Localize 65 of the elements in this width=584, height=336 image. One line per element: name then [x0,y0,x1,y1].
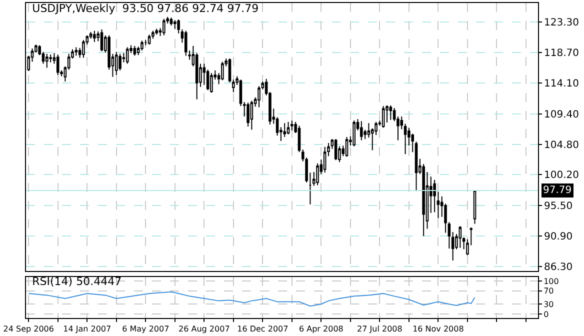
candlestick [239,79,242,106]
candlestick [290,120,294,131]
candlestick [170,17,173,26]
y-tick-label: 123.30 [544,18,579,29]
candlestick [184,30,188,56]
candlestick [162,18,166,36]
candlestick [389,104,392,120]
chart-title: USDJPY,Weekly 93.50 97.86 92.74 97.79 [32,2,259,16]
candlestick [414,141,418,192]
candlestick [334,138,338,161]
x-tick-label: 26 Aug 2007 [178,324,230,334]
candlestick [46,53,48,68]
y-tick-label: 70 [544,286,554,296]
candlestick [404,123,407,155]
candlestick [323,146,326,174]
candlestick [174,20,176,30]
ref-line-label: 97.79 [543,185,572,196]
y-tick-label: 118.70 [544,48,579,60]
y-tick-label: 0 [544,310,549,319]
y-tick-label: 100.20 [544,170,579,182]
candlestick [451,232,454,261]
candlestick [246,102,250,127]
candlestick [140,40,144,52]
y-tick-label: 100 [544,276,559,286]
candlestick [382,105,385,128]
candlestick [283,122,286,138]
x-tick-label: 27 Jul 2008 [357,324,402,334]
x-tick-label: 24 Sep 2006 [3,324,54,334]
candlestick [298,125,301,153]
candlestick [118,53,122,71]
y-tick-label: 30 [544,300,554,309]
candlestick [250,100,254,130]
candlestick [126,46,129,64]
candlestick [473,190,476,224]
y-tick-label: 114.10 [544,78,579,90]
y-tick-label: 90.90 [544,232,573,243]
candlestick [155,28,158,36]
x-tick-label: 16 Nov 2008 [412,324,464,334]
candlestick [352,120,356,147]
line-series [28,291,476,307]
x-tick-label: 14 Jan 2007 [63,324,112,334]
candlestick [133,45,136,56]
x-tick-label: 6 Apr 2008 [298,324,344,334]
y-tick-label: 104.80 [544,140,579,151]
candlestick [74,46,78,56]
candlestick [56,54,60,76]
candlestick [100,28,104,52]
candlestick [345,136,348,158]
candlestick [114,51,118,76]
chart-title: RSI(14) 50.4447 [32,274,122,288]
candlestick [210,72,213,94]
candlestick [93,30,96,42]
x-tick-label: 6 May 2007 [122,324,170,334]
y-tick-label: 86.30 [544,262,573,273]
candlestick [258,86,260,108]
candlestick [148,34,151,46]
candlestick [458,226,462,248]
y-tick-label: 109.40 [544,109,579,120]
candlestick [316,162,319,186]
y-tick-label: 95.50 [544,201,573,212]
candlestick [286,121,290,135]
candlestick [221,61,224,81]
x-tick-label: 16 Dec 2007 [237,324,288,334]
candlestick [82,39,85,58]
candlestick [360,120,363,141]
